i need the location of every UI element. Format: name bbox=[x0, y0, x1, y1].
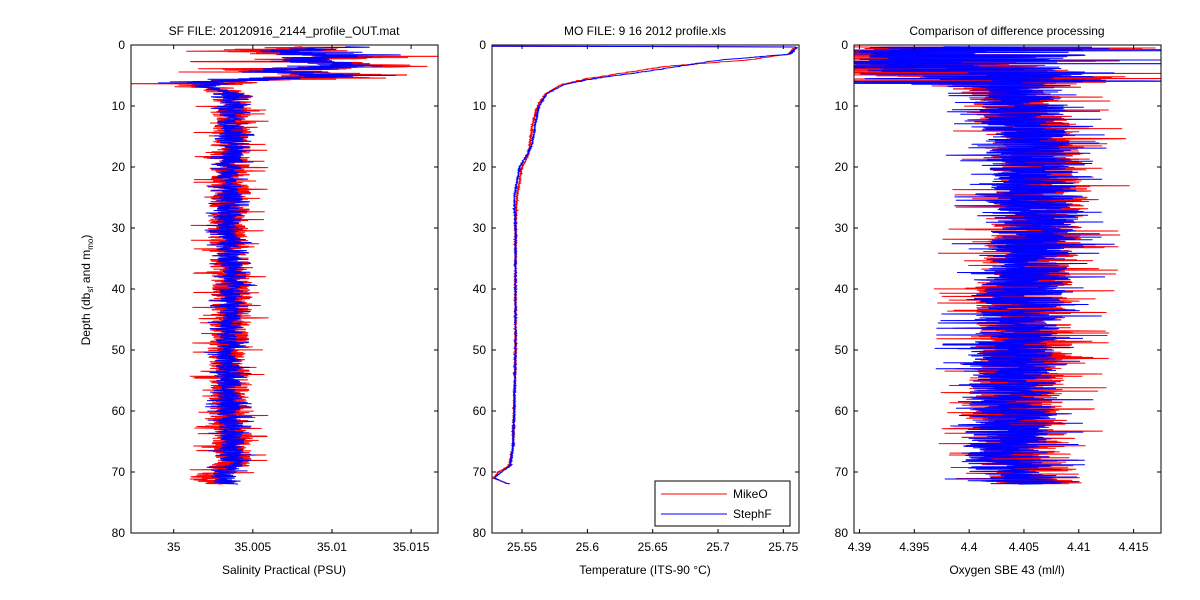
y-tick-label: 20 bbox=[473, 160, 487, 174]
y-tick-label: 60 bbox=[112, 404, 126, 418]
x-tick-label: 25.55 bbox=[507, 540, 537, 554]
y-tick-label: 10 bbox=[835, 99, 849, 113]
y-tick-label: 50 bbox=[473, 343, 487, 357]
y-tick-label: 80 bbox=[835, 526, 849, 540]
series-line-stephf bbox=[492, 45, 798, 485]
panel-salinity-xlabel: Salinity Practical (PSU) bbox=[222, 563, 346, 577]
x-tick-label: 4.415 bbox=[1119, 540, 1149, 554]
x-tick-label: 4.395 bbox=[899, 540, 929, 554]
y-tick-label: 40 bbox=[473, 282, 487, 296]
panel-temperature-title: MO FILE: 9 16 2012 profile.xls bbox=[564, 24, 726, 38]
legend-mikeo-label: MikeO bbox=[733, 487, 768, 501]
y-tick-label: 70 bbox=[835, 465, 849, 479]
series-line-mikeo bbox=[854, 46, 1161, 485]
axes-frame bbox=[491, 44, 800, 534]
y-tick-label: 80 bbox=[473, 526, 487, 540]
y-tick-label: 0 bbox=[841, 38, 848, 52]
panel-temperature-xlabel: Temperature (ITS-90 °C) bbox=[579, 563, 711, 577]
y-tick-label: 10 bbox=[473, 99, 487, 113]
y-tick-label: 30 bbox=[112, 221, 126, 235]
x-tick-label: 25.7 bbox=[706, 540, 730, 554]
x-tick-label: 4.4 bbox=[961, 540, 978, 554]
y-tick-label: 70 bbox=[473, 465, 487, 479]
y-tick-label: 50 bbox=[112, 343, 126, 357]
x-tick-label: 4.405 bbox=[1009, 540, 1039, 554]
panel-salinity: SF FILE: 20120916_2144_profile_OUT.mat 0… bbox=[112, 24, 439, 577]
panel-temperature: MO FILE: 9 16 2012 profile.xls 0 10 20 30 40… bbox=[473, 24, 800, 577]
y-tick-label: 40 bbox=[112, 282, 126, 296]
y-tick-label: 20 bbox=[835, 160, 849, 174]
y-tick-label: 20 bbox=[112, 160, 126, 174]
legend-stephf-label: StephF bbox=[733, 507, 772, 521]
x-tick-label: 25.6 bbox=[576, 540, 600, 554]
y-tick-label: 70 bbox=[112, 465, 126, 479]
y-axis-label-prefix: Depth (db bbox=[79, 292, 93, 345]
panel-salinity-plot: 0 10 20 30 40 50 60 70 80 35 35.005 35.01 35.015 bbox=[112, 38, 439, 554]
y-axis-label-mid: and m bbox=[79, 250, 93, 287]
x-tick-label: 25.65 bbox=[638, 540, 668, 554]
y-tick-label: 10 bbox=[112, 99, 126, 113]
series-group bbox=[854, 46, 1161, 485]
x-tick-label: 35.01 bbox=[317, 540, 347, 554]
panel-temperature-plot: 0 10 20 30 40 50 60 70 80 25.55 25.6 25.65 25.7 25.75 bbox=[473, 38, 800, 554]
y-tick-label: 60 bbox=[835, 404, 849, 418]
y-axis-label: Depth (dbsf and mmo) bbox=[79, 235, 95, 346]
panel-salinity-title: SF FILE: 20120916_2144_profile_OUT.mat bbox=[169, 24, 400, 38]
y-tick-label: 30 bbox=[835, 221, 849, 235]
y-tick-label: 0 bbox=[118, 38, 125, 52]
series-group bbox=[492, 45, 799, 485]
y-tick-label: 80 bbox=[112, 526, 126, 540]
y-tick-label: 50 bbox=[835, 343, 849, 357]
legend-box bbox=[654, 480, 791, 527]
series-line-stephf bbox=[854, 46, 1161, 485]
y-tick-label: 40 bbox=[835, 282, 849, 296]
series-group bbox=[131, 46, 438, 485]
series-line-mikeo bbox=[131, 46, 438, 485]
y-axis-label-suffix: ) bbox=[79, 235, 93, 239]
series-line-stephf bbox=[158, 46, 401, 485]
panel-oxygen: Comparison of difference processing 0 10 2… bbox=[835, 24, 1162, 577]
panel-oxygen-plot: 0 10 20 30 40 50 60 70 804.39 4.395 4.4 4.405 4.41 4.… bbox=[835, 38, 1162, 554]
x-tick-label: 25.75 bbox=[768, 540, 798, 554]
panel-oxygen-xlabel: Oxygen SBE 43 (ml/l) bbox=[949, 563, 1064, 577]
x-tick-label: 4.41 bbox=[1067, 540, 1091, 554]
y-axis-label-sub1: sf bbox=[86, 286, 95, 293]
x-tick-label: 35.015 bbox=[393, 540, 430, 554]
legend: MikeO StephF bbox=[654, 480, 791, 527]
y-tick-label: 30 bbox=[473, 221, 487, 235]
panel-oxygen-title: Comparison of difference processing bbox=[909, 24, 1104, 38]
y-tick-label: 0 bbox=[479, 38, 486, 52]
axes-frame bbox=[130, 44, 439, 534]
y-tick-label: 60 bbox=[473, 404, 487, 418]
x-tick-label: 35.005 bbox=[234, 540, 271, 554]
x-tick-label: 35 bbox=[167, 540, 181, 554]
y-axis-label-sub2: mo bbox=[86, 238, 95, 250]
svg-text:Depth (dbsf and mmo): Depth (dbsf and mmo) bbox=[79, 235, 95, 346]
x-tick-label: 4.39 bbox=[848, 540, 872, 554]
